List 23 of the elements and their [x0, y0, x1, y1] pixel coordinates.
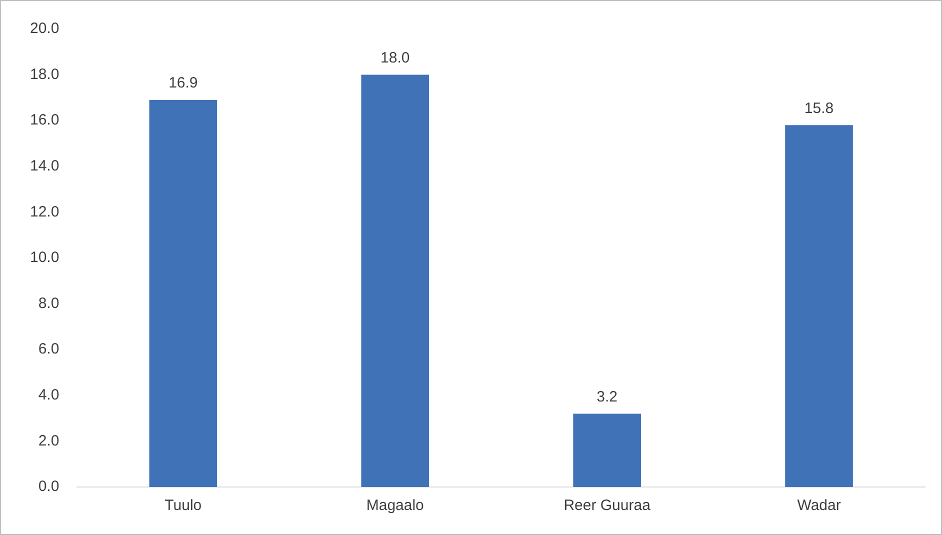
y-tick-label: 10.0 [30, 249, 60, 266]
y-tick-label: 6.0 [38, 340, 60, 358]
bar [361, 74, 430, 487]
y-tick-label: 0.0 [38, 478, 60, 496]
x-tick-label: Wadar [797, 497, 841, 514]
y-tick-label: 12.0 [30, 203, 60, 220]
bar [573, 414, 641, 487]
y-tick-label: 18.0 [30, 66, 60, 83]
y-tick-label: 2.0 [38, 432, 60, 450]
y-tick-label: 16.0 [30, 112, 60, 129]
data-label: 3.2 [596, 388, 618, 406]
data-label: 15.8 [804, 100, 834, 117]
data-label: 18.0 [380, 49, 410, 66]
y-tick-label: 14.0 [30, 158, 60, 175]
bar [149, 100, 218, 487]
y-tick-label: 8.0 [38, 294, 60, 312]
x-tick-label: Reer Guuraa [564, 497, 652, 514]
bar [785, 125, 853, 487]
y-tick-label: 20.0 [30, 20, 60, 38]
x-tick-label: Tuulo [164, 497, 202, 514]
y-tick-label: 4.0 [38, 386, 60, 404]
x-tick-label: Magaalo [366, 497, 424, 514]
data-label: 16.9 [168, 74, 198, 92]
